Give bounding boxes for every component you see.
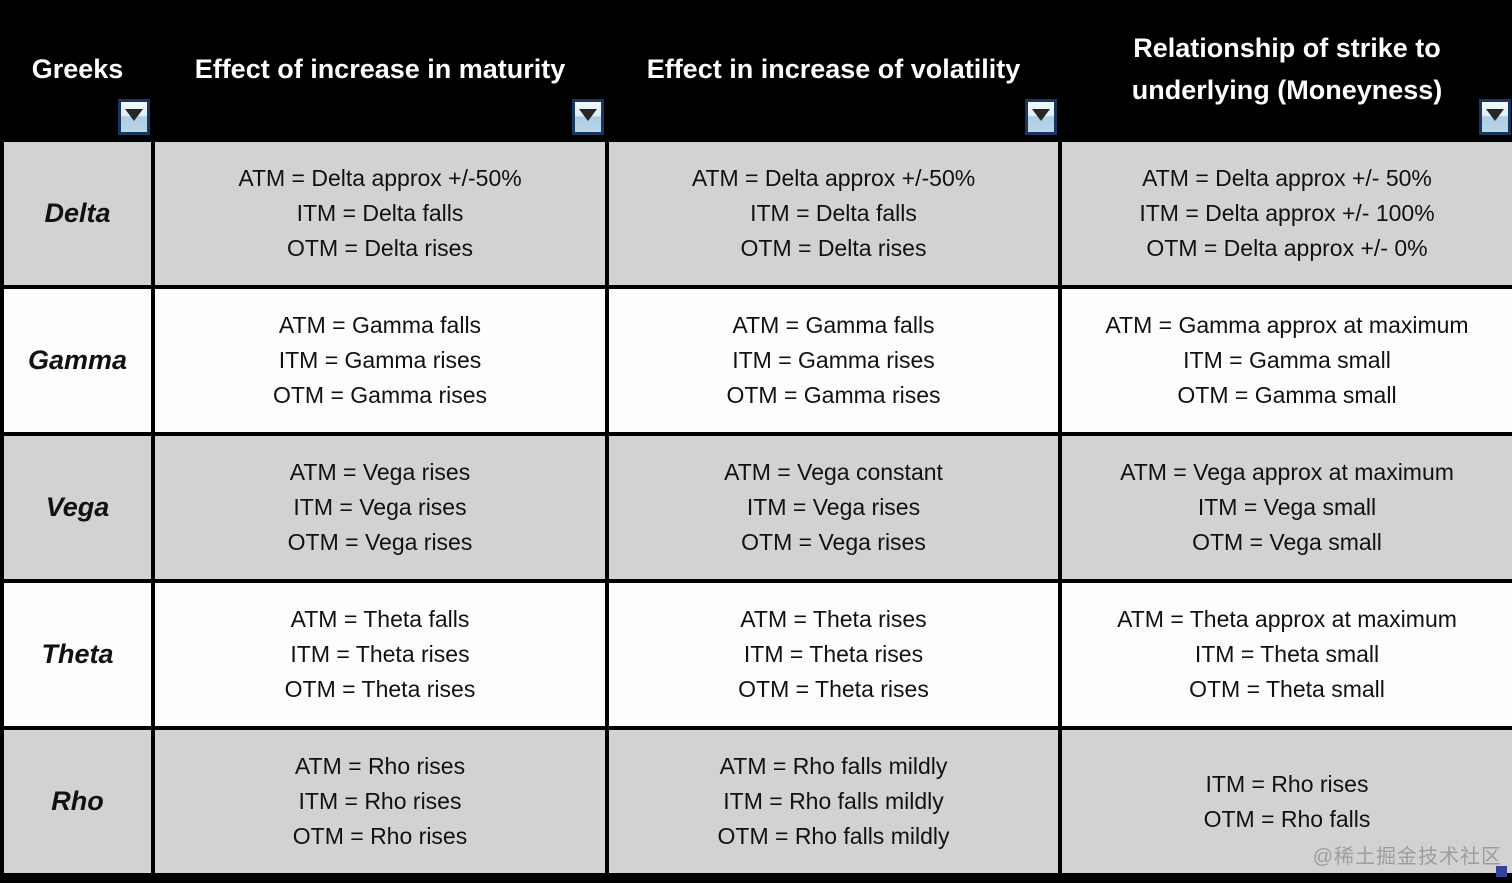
greek-name-label: Rho <box>51 786 104 816</box>
selection-fill-handle[interactable] <box>1496 866 1507 877</box>
filter-arrow-icon <box>1486 109 1504 121</box>
filter-arrow-icon <box>579 109 597 121</box>
maturity-effect-text: ATM = Theta falls ITM = Theta rises OTM … <box>284 606 476 702</box>
volatility-effect-cell[interactable]: ATM = Gamma falls ITM = Gamma rises OTM … <box>605 285 1062 436</box>
table-row-vega: Vega ATM = Vega rises ITM = Vega rises O… <box>0 432 1512 583</box>
greek-name-label: Vega <box>45 492 110 522</box>
watermark-text: @稀土掘金技术社区 <box>1312 846 1502 868</box>
volatility-effect-text: ATM = Gamma falls ITM = Gamma rises OTM … <box>726 312 941 408</box>
greek-name-label: Delta <box>44 198 111 228</box>
column-header-label: Relationship of strike to underlying (Mo… <box>1131 33 1443 105</box>
table-row-delta: Delta ATM = Delta approx +/-50% ITM = De… <box>0 138 1512 289</box>
column-header-greeks: Greeks <box>2 0 153 140</box>
maturity-effect-text: ATM = Delta approx +/-50% ITM = Delta fa… <box>238 165 522 261</box>
maturity-effect-cell[interactable]: ATM = Theta falls ITM = Theta rises OTM … <box>151 579 609 730</box>
table-row-rho: Rho ATM = Rho rises ITM = Rho rises OTM … <box>0 726 1512 877</box>
greek-name-cell[interactable]: Rho <box>0 726 155 877</box>
greek-name-cell[interactable]: Vega <box>0 432 155 583</box>
moneyness-text: ATM = Theta approx at maximum ITM = Thet… <box>1117 606 1457 702</box>
maturity-effect-text: ATM = Gamma falls ITM = Gamma rises OTM … <box>272 312 488 408</box>
table-header: Greeks Effect of increase in maturity Ef… <box>2 0 1512 140</box>
greek-name-label: Gamma <box>27 345 128 375</box>
table-row-theta: Theta ATM = Theta falls ITM = Theta rise… <box>0 579 1512 730</box>
maturity-effect-cell[interactable]: ATM = Gamma falls ITM = Gamma rises OTM … <box>151 285 609 436</box>
volatility-effect-text: ATM = Theta rises ITM = Theta rises OTM … <box>738 606 929 702</box>
volatility-effect-text: ATM = Vega constant ITM = Vega rises OTM… <box>724 459 943 555</box>
filter-dropdown-maturity[interactable] <box>572 99 604 135</box>
column-header-volatility: Effect in increase of volatility <box>607 0 1060 140</box>
filter-dropdown-volatility[interactable] <box>1025 99 1057 135</box>
volatility-effect-cell[interactable]: ATM = Vega constant ITM = Vega rises OTM… <box>605 432 1062 583</box>
column-header-maturity: Effect of increase in maturity <box>153 0 607 140</box>
moneyness-text: ITM = Rho rises OTM = Rho falls <box>1203 770 1371 832</box>
filter-arrow-icon <box>1032 109 1050 121</box>
maturity-effect-cell[interactable]: ATM = Vega rises ITM = Vega rises OTM = … <box>151 432 609 583</box>
moneyness-text: ATM = Vega approx at maximum ITM = Vega … <box>1120 459 1454 555</box>
column-header-moneyness: Relationship of strike to underlying (Mo… <box>1060 0 1512 140</box>
volatility-effect-cell[interactable]: ATM = Delta approx +/-50% ITM = Delta fa… <box>605 138 1062 289</box>
filter-dropdown-greeks[interactable] <box>118 99 150 135</box>
maturity-effect-cell[interactable]: ATM = Delta approx +/-50% ITM = Delta fa… <box>151 138 609 289</box>
moneyness-cell[interactable]: ATM = Delta approx +/- 50% ITM = Delta a… <box>1058 138 1512 289</box>
moneyness-cell[interactable]: ATM = Vega approx at maximum ITM = Vega … <box>1058 432 1512 583</box>
volatility-effect-cell[interactable]: ATM = Theta rises ITM = Theta rises OTM … <box>605 579 1062 730</box>
filter-arrow-icon <box>125 109 143 121</box>
header-row: Greeks Effect of increase in maturity Ef… <box>2 0 1512 140</box>
volatility-effect-text: ATM = Rho falls mildly ITM = Rho falls m… <box>717 753 950 849</box>
moneyness-cell[interactable]: ITM = Rho rises OTM = Rho falls @稀土掘金技术社… <box>1058 726 1512 877</box>
volatility-effect-text: ATM = Delta approx +/-50% ITM = Delta fa… <box>691 165 976 261</box>
column-header-label: Greeks <box>31 54 124 84</box>
filter-dropdown-moneyness[interactable] <box>1479 99 1511 135</box>
moneyness-text: ATM = Gamma approx at maximum ITM = Gamm… <box>1105 312 1469 408</box>
moneyness-text: ATM = Delta approx +/- 50% ITM = Delta a… <box>1139 165 1435 261</box>
column-header-label: Effect of increase in maturity <box>194 54 566 84</box>
maturity-effect-cell[interactable]: ATM = Rho rises ITM = Rho rises OTM = Rh… <box>151 726 609 877</box>
table-row-gamma: Gamma ATM = Gamma falls ITM = Gamma rise… <box>0 285 1512 436</box>
greek-name-cell[interactable]: Theta <box>0 579 155 730</box>
greek-name-cell[interactable]: Delta <box>0 138 155 289</box>
greek-name-label: Theta <box>41 639 114 669</box>
volatility-effect-cell[interactable]: ATM = Rho falls mildly ITM = Rho falls m… <box>605 726 1062 877</box>
moneyness-cell[interactable]: ATM = Theta approx at maximum ITM = Thet… <box>1058 579 1512 730</box>
column-header-label: Effect in increase of volatility <box>646 54 1021 84</box>
greek-name-cell[interactable]: Gamma <box>0 285 155 436</box>
moneyness-cell[interactable]: ATM = Gamma approx at maximum ITM = Gamm… <box>1058 285 1512 436</box>
maturity-effect-text: ATM = Vega rises ITM = Vega rises OTM = … <box>287 459 473 555</box>
table-body: Delta ATM = Delta approx +/-50% ITM = De… <box>0 138 1512 877</box>
maturity-effect-text: ATM = Rho rises ITM = Rho rises OTM = Rh… <box>292 753 468 849</box>
